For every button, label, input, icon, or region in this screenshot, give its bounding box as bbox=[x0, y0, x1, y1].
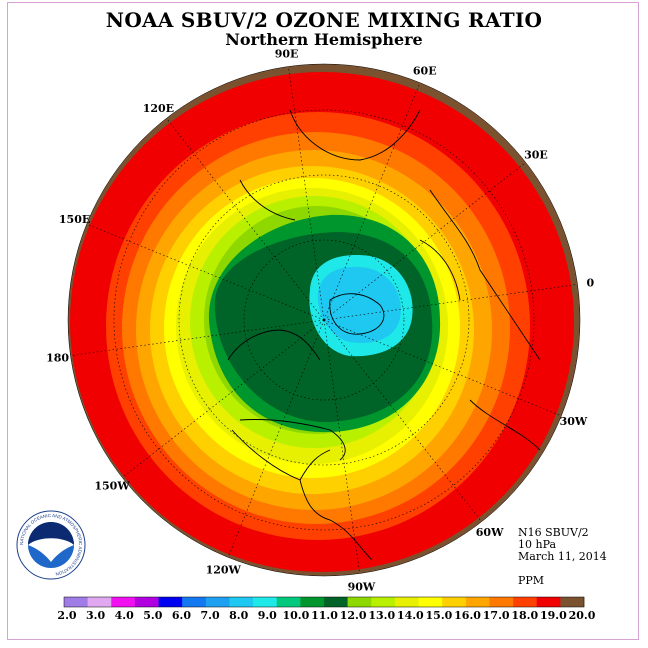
meridian-line bbox=[323, 319, 562, 417]
longitude-label: 120W bbox=[206, 563, 242, 576]
ozone-field bbox=[68, 64, 580, 576]
meridian-line bbox=[323, 319, 360, 574]
meridian-line bbox=[323, 82, 421, 321]
longitude-label: 60E bbox=[413, 65, 437, 78]
map-title: NOAA SBUV/2 OZONE MIXING RATIO bbox=[105, 8, 543, 32]
instrument-label: N16 SBUV/2 bbox=[518, 526, 589, 539]
meridian-line bbox=[323, 284, 578, 321]
figure-frame bbox=[7, 2, 639, 640]
map-subtitle: Northern Hemisphere bbox=[225, 30, 423, 49]
longitude-label: 30E bbox=[524, 148, 548, 161]
level-label: 10 hPa bbox=[518, 538, 557, 551]
meridian-line bbox=[70, 319, 325, 356]
longitude-label: 120E bbox=[143, 102, 174, 115]
longitude-label: 60W bbox=[476, 526, 504, 539]
meridian-line bbox=[323, 162, 526, 321]
longitude-label: 90E bbox=[275, 48, 299, 61]
meridian-line bbox=[323, 319, 482, 522]
meridian-line bbox=[227, 319, 325, 558]
meridian-line bbox=[122, 319, 325, 478]
longitude-label: 90W bbox=[348, 580, 376, 593]
meridian-line bbox=[86, 223, 325, 321]
date-label: March 11, 2014 bbox=[518, 550, 607, 563]
units-label: PPM bbox=[518, 574, 545, 587]
longitude-label: 30W bbox=[560, 415, 588, 428]
longitude-label: 180 bbox=[46, 351, 69, 364]
meridian-line bbox=[288, 66, 325, 321]
longitude-label: 0 bbox=[587, 277, 595, 290]
meridian-line bbox=[166, 118, 325, 321]
longitude-label: 150W bbox=[94, 480, 130, 493]
longitude-label: 150E bbox=[59, 213, 90, 226]
